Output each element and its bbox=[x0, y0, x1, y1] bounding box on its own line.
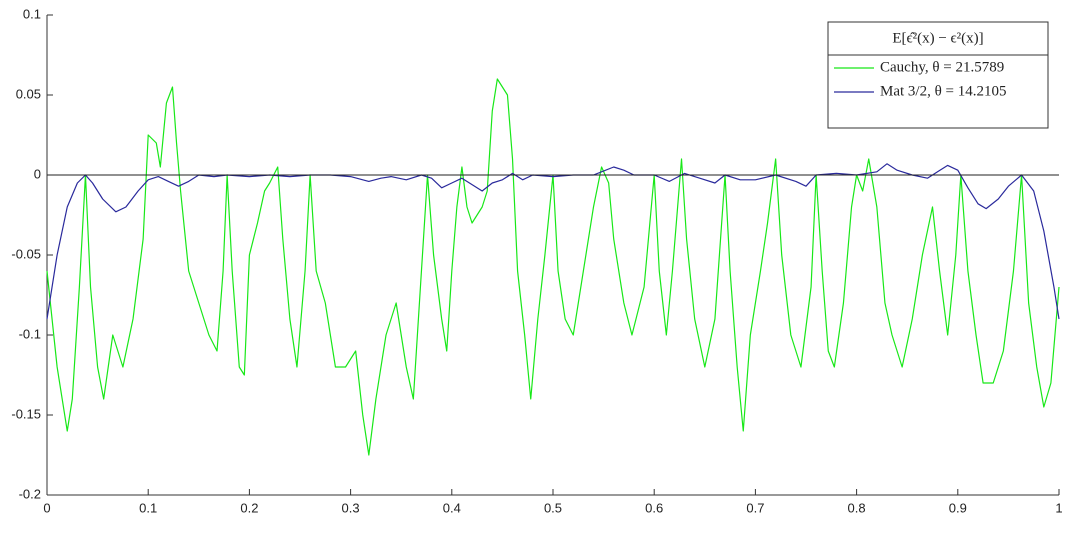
x-tick-label: 0.9 bbox=[949, 500, 967, 515]
legend-label: Mat 3/2, θ = 14.2105 bbox=[880, 83, 1006, 99]
legend-title: E[ϵ̂²(x) − ϵ²(x)] bbox=[892, 30, 983, 46]
x-tick-label: 0.8 bbox=[848, 500, 866, 515]
y-tick-label: -0.05 bbox=[11, 246, 41, 261]
x-tick-label: 0.3 bbox=[342, 500, 360, 515]
x-tick-label: 0 bbox=[43, 500, 50, 515]
x-tick-label: 0.7 bbox=[746, 500, 764, 515]
y-tick-label: 0.05 bbox=[16, 86, 41, 101]
legend-label: Cauchy, θ = 21.5789 bbox=[880, 59, 1004, 75]
series-line bbox=[46, 78, 1060, 456]
y-tick-label: -0.2 bbox=[19, 486, 41, 501]
x-tick-label: 1 bbox=[1055, 500, 1062, 515]
y-tick-label: -0.1 bbox=[19, 326, 41, 341]
series-line bbox=[46, 163, 1060, 320]
legend: E[ϵ̂²(x) − ϵ²(x)] Cauchy, θ = 21.5789 Mat… bbox=[827, 21, 1049, 129]
x-tick-label: 0.5 bbox=[544, 500, 562, 515]
x-tick-label: 0.1 bbox=[139, 500, 157, 515]
y-tick-label: 0.1 bbox=[23, 6, 41, 21]
x-tick-label: 0.2 bbox=[240, 500, 258, 515]
x-tick-label: 0.4 bbox=[443, 500, 461, 515]
y-tick-label: 0 bbox=[34, 166, 41, 181]
y-tick-label: -0.15 bbox=[11, 406, 41, 421]
x-tick-label: 0.6 bbox=[645, 500, 663, 515]
legend-box bbox=[827, 21, 1049, 129]
